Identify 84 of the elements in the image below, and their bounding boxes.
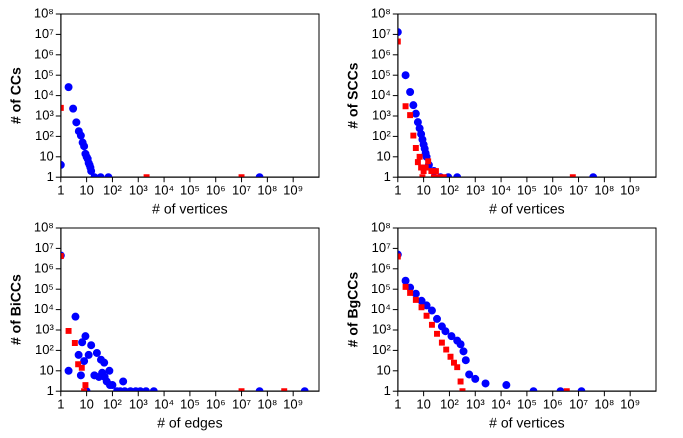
x-tick-label: 10⁷: [568, 182, 588, 198]
y-tick-label: 10⁷: [372, 26, 392, 41]
x-tick-label: 1: [394, 182, 402, 198]
y-tick-label: 10⁵: [370, 280, 391, 296]
y-tick-label: 10: [376, 148, 391, 164]
x-tick-label: 10⁵: [516, 182, 537, 198]
y-tick-label: 10: [376, 362, 391, 378]
x-tick-label: 10: [416, 182, 431, 198]
x-tick-label: 10⁶: [542, 182, 563, 198]
y-tick-label: 10³: [35, 108, 54, 123]
y-tick-label: 10⁴: [34, 87, 54, 102]
x-tick-label: 10⁸: [257, 396, 278, 412]
y-tick-label: 10⁷: [34, 240, 54, 255]
x-tick-label: 10⁴: [491, 396, 512, 412]
x-tick-label: 1: [57, 396, 64, 412]
y-tick-label: 1: [384, 168, 391, 184]
y-tick-label: 10⁷: [34, 26, 54, 41]
y-tick-label: 10⁶: [370, 46, 391, 62]
y-tick-label: 10⁵: [34, 280, 54, 296]
y-tick-label: 10²: [35, 342, 54, 357]
x-tick-label: 10³: [466, 182, 486, 198]
x-tick-label: 10³: [466, 396, 486, 412]
y-tick-label: 10⁵: [34, 66, 54, 82]
x-tick-label: 10⁸: [257, 182, 278, 198]
y-tick-label: 10⁴: [370, 301, 391, 316]
y-tick-label: 10: [39, 362, 54, 378]
y-tick-label: 10⁸: [34, 6, 54, 21]
y-axis-title: # of BiCCs: [7, 274, 24, 345]
x-tick-label: 10: [79, 182, 94, 198]
x-tick-label: 1: [57, 182, 64, 198]
y-tick-label: 10⁶: [34, 260, 54, 276]
x-tick-label: 10⁹: [620, 396, 640, 412]
x-tick-label: 10⁴: [491, 182, 512, 198]
y-tick-label: 10⁵: [370, 66, 391, 82]
y-tick-label: 10: [39, 148, 54, 164]
y-tick-label: 10²: [372, 342, 392, 357]
y-tick-label: 10³: [35, 322, 54, 337]
y-tick-label: 1: [384, 382, 391, 398]
x-axis-title: # of edges: [157, 414, 223, 430]
x-tick-label: 10⁵: [180, 182, 200, 198]
x-tick-label: 10: [416, 396, 431, 412]
y-tick-label: 10²: [372, 128, 392, 143]
y-tick-label: 10⁸: [34, 220, 54, 235]
x-tick-label: 10²: [103, 396, 122, 412]
y-tick-label: 10⁷: [372, 240, 392, 255]
y-tick-label: 10⁴: [34, 301, 54, 316]
x-tick-label: 10⁸: [594, 396, 614, 412]
y-tick-label: 10³: [372, 322, 392, 337]
x-tick-label: 10⁴: [154, 396, 174, 412]
x-tick-label: 10⁷: [232, 182, 252, 198]
y-tick-label: 10²: [35, 128, 54, 143]
y-axis-title: # of CCs: [7, 67, 24, 124]
x-tick-label: 10⁴: [154, 182, 174, 198]
x-axis-title: # of vertices: [489, 414, 565, 430]
x-tick-label: 10³: [128, 182, 148, 198]
y-tick-label: 10⁶: [370, 260, 391, 276]
x-tick-label: 10⁶: [206, 182, 226, 198]
y-tick-label: 1: [46, 168, 54, 184]
x-tick-label: 10³: [128, 396, 148, 412]
y-tick-label: 10⁶: [34, 46, 54, 62]
x-tick-label: 10⁷: [568, 396, 588, 412]
x-tick-label: 10⁹: [283, 182, 304, 198]
x-tick-label: 10²: [103, 182, 122, 198]
x-tick-label: 10⁷: [232, 396, 252, 412]
y-tick-label: 10⁸: [370, 220, 391, 235]
x-tick-label: 10⁵: [180, 396, 200, 412]
x-tick-label: 10: [79, 396, 94, 412]
y-tick-label: 10⁸: [370, 6, 391, 21]
y-tick-label: 1: [46, 382, 54, 398]
x-tick-label: 10⁶: [542, 396, 563, 412]
x-tick-label: 10⁹: [620, 182, 640, 198]
x-tick-label: 10⁵: [516, 396, 537, 412]
x-tick-label: 10²: [440, 396, 460, 412]
x-axis-title: # of vertices: [489, 200, 565, 216]
x-tick-label: 10⁹: [283, 396, 304, 412]
x-tick-label: 10²: [440, 182, 460, 198]
y-tick-label: 10⁴: [370, 87, 391, 102]
x-tick-label: 1: [394, 396, 402, 412]
x-axis-title: # of vertices: [152, 200, 228, 216]
y-tick-label: 10³: [372, 108, 392, 123]
y-axis-title: # of BgCCs: [344, 272, 360, 348]
y-axis-title: # of SCCs: [344, 62, 360, 129]
x-tick-label: 10⁸: [594, 182, 614, 198]
x-tick-label: 10⁶: [206, 396, 226, 412]
